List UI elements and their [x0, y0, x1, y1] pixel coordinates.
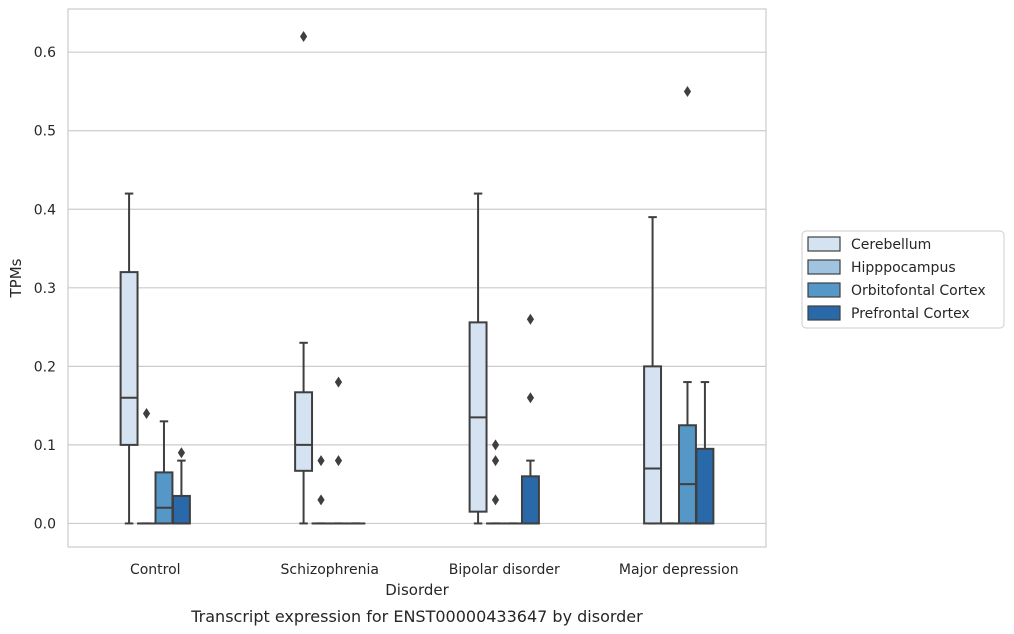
box-0-1 [137, 407, 156, 525]
outlier-point [334, 455, 343, 467]
outlier-point [299, 30, 308, 42]
legend-swatch [807, 305, 841, 321]
box-2-1 [486, 439, 505, 525]
legend-item: Orbitofontal Cortex [807, 282, 986, 299]
x-axis-ticks: Control Schizophrenia Bipolar disorder Majo… [130, 562, 739, 578]
box-0-0 [119, 192, 139, 525]
box-body [294, 391, 314, 472]
outlier-point [334, 376, 343, 388]
grid-lines [68, 51, 766, 525]
box-body [520, 475, 540, 525]
legend-label: Hipppocampus [851, 260, 956, 276]
y-tick-label: 0.6 [34, 45, 56, 61]
outlier-point [491, 439, 500, 451]
outlier-point [491, 455, 500, 467]
legend-frame [801, 230, 1005, 329]
legend: Cerebellum Hipppocampus Orbitofontal Corte… [801, 230, 1005, 329]
outlier-point [317, 494, 325, 506]
y-tick-label: 0.3 [34, 281, 56, 297]
x-axis-label: Disorder [385, 581, 449, 599]
y-tick-label: 0.4 [34, 202, 56, 218]
box-body [154, 471, 174, 525]
legend-item: Hipppocampus [807, 259, 956, 276]
box-2-0 [468, 192, 488, 525]
box-plot-marks [119, 30, 715, 525]
legend-label: Orbitofontal Cortex [851, 283, 986, 299]
box-body [119, 271, 139, 446]
box-1-0 [294, 30, 314, 525]
plot-frame [67, 8, 767, 548]
box-0-3 [171, 447, 191, 525]
legend-item: Cerebellum [807, 236, 931, 253]
box-0-2 [154, 420, 174, 525]
y-axis-ticks: 0.0 0.1 0.2 0.3 0.4 0.5 0.6 [34, 45, 56, 532]
x-tick-label: Major depression [619, 562, 739, 578]
box-1-2 [329, 376, 348, 525]
box-body [678, 424, 697, 525]
box-body [171, 494, 191, 525]
box-body [643, 365, 663, 525]
box-3-0 [643, 216, 663, 525]
y-tick-label: 0.1 [34, 438, 56, 454]
outlier-point [177, 447, 186, 459]
legend-swatch [807, 236, 841, 252]
y-axis-label: TPMs [7, 258, 25, 298]
outlier-point [526, 392, 535, 404]
box-body [695, 447, 715, 525]
outlier-point [317, 455, 325, 467]
box-3-3 [695, 381, 715, 525]
y-tick-label: 0.2 [34, 359, 56, 375]
x-tick-label: Schizophrenia [281, 562, 379, 578]
y-tick-label: 0.5 [34, 124, 56, 140]
x-tick-label: Control [130, 562, 181, 578]
legend-item: Prefrontal Cortex [807, 305, 970, 322]
x-tick-label: Bipolar disorder [449, 562, 560, 578]
legend-label: Prefrontal Cortex [851, 306, 970, 322]
box-2-3 [520, 313, 540, 525]
outlier-point [526, 313, 535, 325]
outlier-point [683, 85, 692, 97]
chart-caption: Transcript expression for ENST0000043364… [190, 607, 643, 626]
outlier-point [491, 494, 500, 506]
outlier-point [142, 407, 151, 419]
box-1-1 [311, 455, 331, 525]
y-tick-label: 0.0 [34, 516, 56, 532]
legend-swatch [807, 259, 841, 275]
legend-label: Cerebellum [851, 237, 931, 253]
box-3-2 [678, 85, 697, 525]
legend-swatch [807, 282, 841, 298]
